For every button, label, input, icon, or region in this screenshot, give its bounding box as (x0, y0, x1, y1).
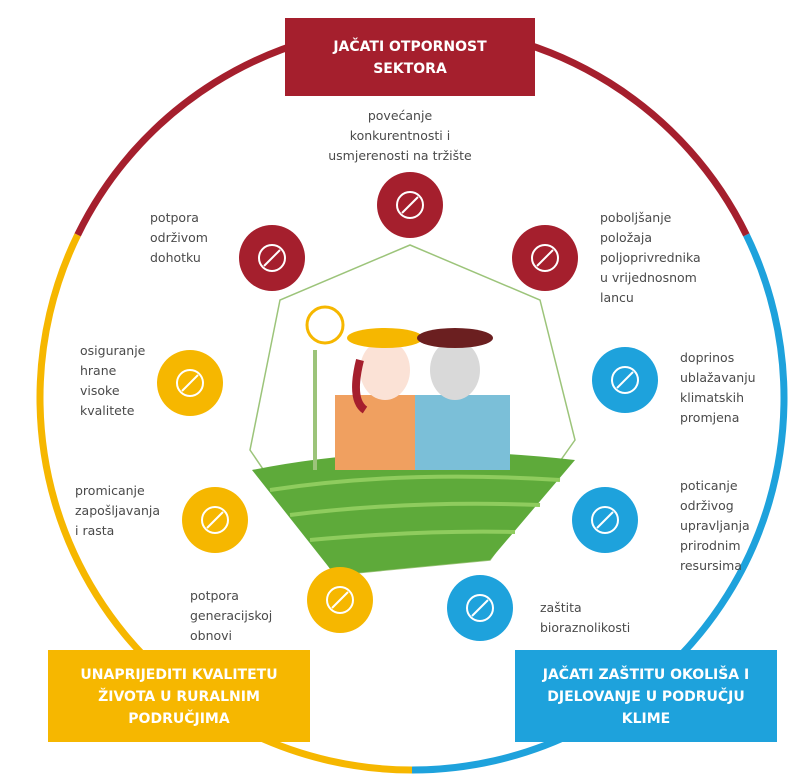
header-text: JAČATI OTPORNOST (332, 37, 487, 55)
objective-label: resursima (680, 558, 742, 573)
objective-label: potpora (150, 210, 199, 225)
objective-label: prirodnim (680, 538, 741, 553)
objective: zaštita bioraznolikosti (447, 575, 630, 641)
objective-label: potpora (190, 588, 239, 603)
objective-label: upravljanja (680, 518, 750, 533)
objective-label: poboljšanje (600, 210, 672, 225)
objective-label: poticanje (680, 478, 738, 493)
objective-label: konkurentnosti i (350, 128, 450, 143)
objective: promicanje zapošljavanja i rasta (75, 483, 248, 553)
objective-label: doprinos (680, 350, 734, 365)
objective-label: dohotku (150, 250, 201, 265)
header-text: KLIME (622, 711, 670, 727)
header-box (285, 18, 535, 96)
objective-label: u vrijednosnom (600, 270, 697, 285)
objective-label: i rasta (75, 523, 114, 538)
objective-label: zaštita (540, 600, 582, 615)
objective-label: položaja (600, 230, 652, 245)
objective-label: promicanje (75, 483, 145, 498)
infographic: JAČATI OTPORNOST SEKTORA UNAPRIJEDITI KVAL… (0, 0, 800, 776)
objective-label: osiguranje (80, 343, 146, 358)
objective-label: povećanje (368, 108, 433, 123)
objective: potpora generacijskoj obnovi (190, 567, 373, 643)
objective-label: generacijskoj (190, 608, 272, 623)
objective: potpora održivom dohotku (150, 210, 305, 291)
objective-label: usmjerenosti na tržište (328, 148, 472, 163)
objective-label: kvalitete (80, 403, 135, 418)
objective-label: poljoprivrednika (600, 250, 701, 265)
objective-label: bioraznolikosti (540, 620, 630, 635)
header-text: SEKTORA (373, 61, 447, 77)
header-text: JAČATI ZAŠTITU OKOLIŠA I (542, 665, 749, 683)
objective-label: obnovi (190, 628, 232, 643)
objective-label: promjena (680, 410, 739, 425)
objective-label: ublažavanju (680, 370, 756, 385)
objective: osiguranje hrane visoke kvalitete (80, 343, 223, 418)
header-text: UNAPRIJEDITI KVALITETU (80, 667, 277, 683)
objective: doprinos ublažavanju klimatskih promjena (592, 347, 756, 425)
objective-label: klimatskih (680, 390, 744, 405)
header-text: DJELOVANJE U PODRUČJU (547, 687, 744, 705)
objective-label: hrane (80, 363, 117, 378)
objective-label: lancu (600, 290, 634, 305)
center-illustration (250, 245, 575, 575)
objective-label: visoke (80, 383, 120, 398)
objective-label: održivom (150, 230, 208, 245)
objective: povećanje konkurentnosti i usmjerenosti na… (328, 108, 472, 238)
objective-label: zapošljavanja (75, 503, 160, 518)
objective: poboljšanje položaja poljoprivrednika u vri… (512, 210, 701, 305)
objective-label: održivog (680, 498, 734, 513)
header-text: ŽIVOTA U RURALNIM (98, 688, 260, 705)
objective: poticanje održivog upravljanja prirodnim res… (572, 478, 750, 573)
header-text: PODRUČJIMA (128, 709, 230, 727)
